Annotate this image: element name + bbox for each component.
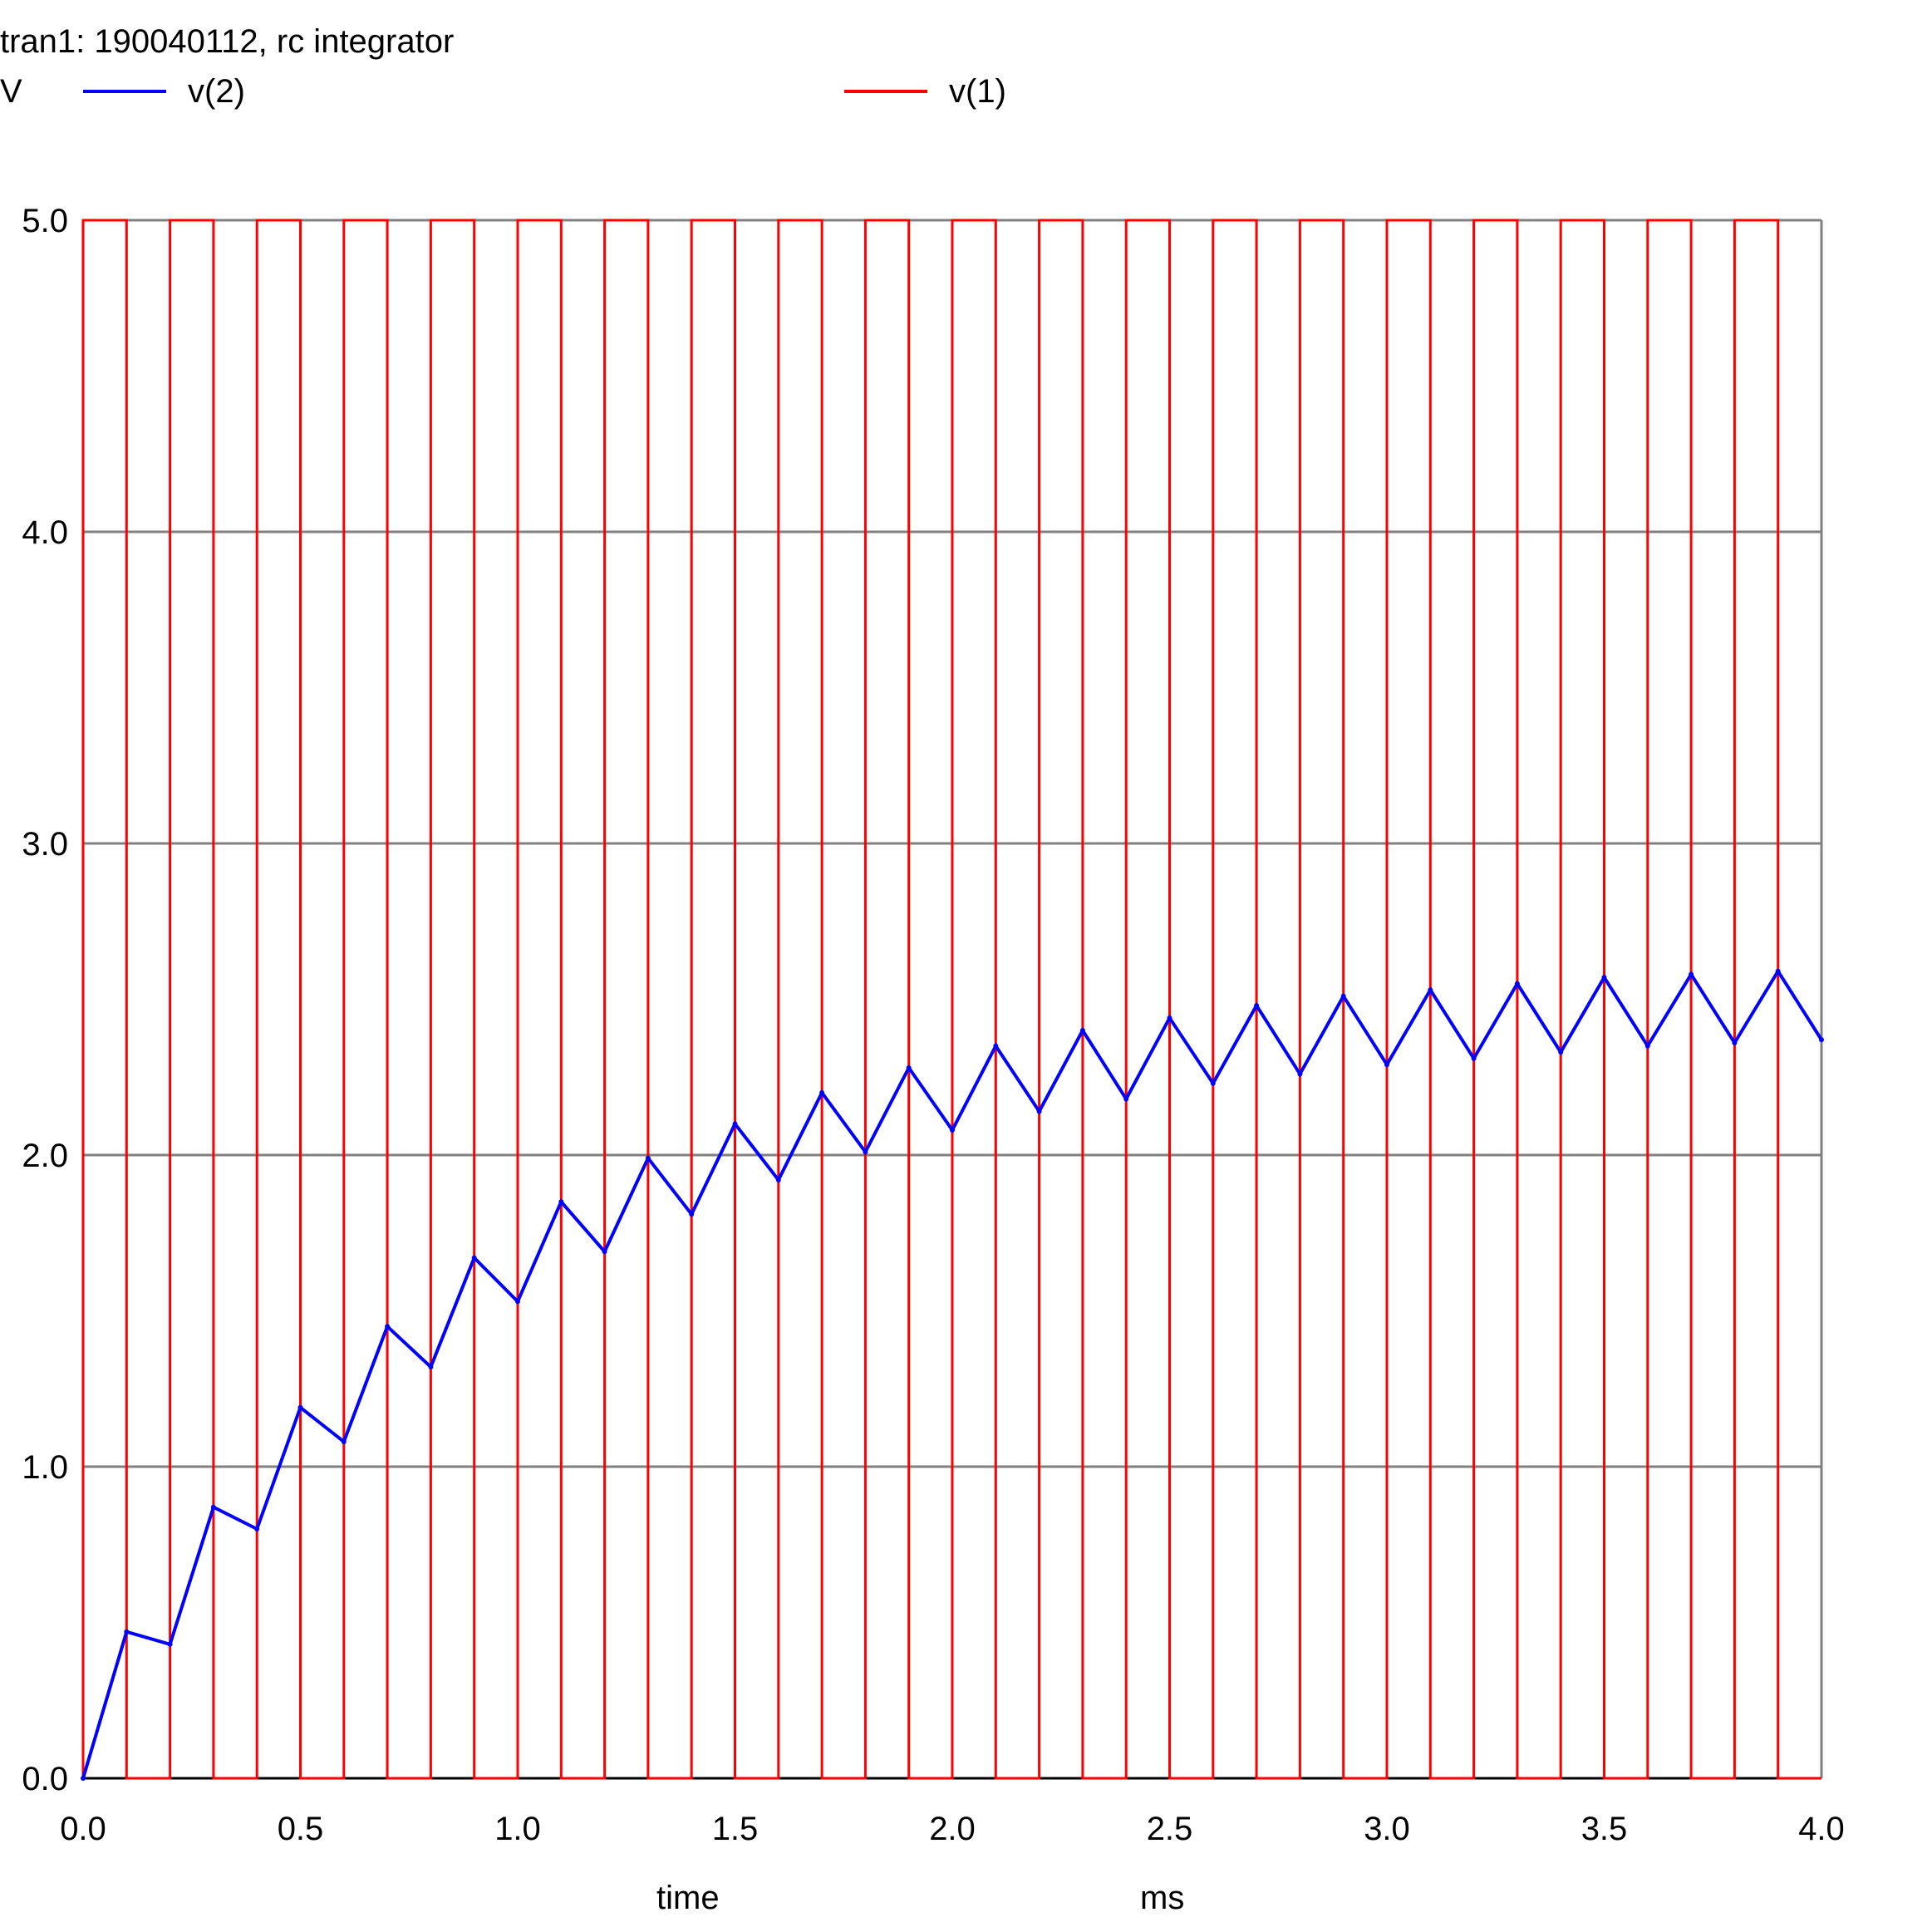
x-tick-label: 0.0: [60, 1811, 106, 1847]
series-v2-point: [1297, 1071, 1303, 1077]
series-v2-point: [1254, 1003, 1260, 1008]
legend-swatch-v1: [844, 90, 927, 93]
x-tick-label: 2.0: [929, 1811, 976, 1847]
series-v2-point: [1384, 1062, 1389, 1068]
series-v2-point: [1210, 1080, 1216, 1086]
series-v2-point: [1644, 1043, 1650, 1049]
legend-label-v2: v(2): [188, 73, 245, 110]
series-v2-point: [993, 1043, 999, 1049]
series-v2-point: [689, 1212, 695, 1217]
series-v2-point: [515, 1299, 520, 1305]
series-v2-point: [1428, 987, 1433, 993]
y-tick-label: 5.0: [22, 203, 68, 239]
chart-title: tran1: 190040112, rc integrator: [0, 23, 455, 60]
series-v2-point: [1514, 981, 1520, 986]
series-v2-point: [645, 1155, 651, 1161]
series-v2-point: [819, 1090, 825, 1095]
x-axis-unit: ms: [1140, 1880, 1185, 1916]
series-v2-point: [428, 1364, 434, 1369]
series-v2-point: [1732, 1040, 1738, 1045]
series-v2-point: [341, 1439, 347, 1444]
series-v2-point: [471, 1255, 477, 1261]
x-tick-label: 1.0: [494, 1811, 541, 1847]
x-tick-label: 2.5: [1147, 1811, 1193, 1847]
series-v1-line: [81, 219, 1821, 1780]
legend-label-v1: v(1): [949, 73, 1006, 110]
series-v2-point: [1036, 1109, 1042, 1114]
series-v2-point: [602, 1249, 607, 1255]
y-tick-label: 4.0: [22, 514, 68, 551]
series-v2-point: [254, 1526, 260, 1531]
series-v2-point: [1123, 1096, 1129, 1102]
series-v2-point: [558, 1199, 564, 1205]
series-v2-point: [1689, 971, 1694, 977]
series-v2-point: [1775, 968, 1781, 974]
series-v2-point: [124, 1629, 130, 1635]
y-tick-label: 2.0: [22, 1138, 68, 1174]
series-v2-point: [210, 1504, 216, 1510]
series-v2-point: [1558, 1050, 1564, 1055]
x-tick-label: 1.5: [712, 1811, 759, 1847]
series-v2-point: [732, 1121, 738, 1127]
series-v2-point: [297, 1404, 303, 1410]
series-v2-point: [1471, 1055, 1477, 1061]
x-tick-label: 3.0: [1364, 1811, 1410, 1847]
series-v2-point: [775, 1177, 781, 1182]
series-v2-point: [1819, 1037, 1824, 1043]
series-v2-point: [950, 1128, 955, 1133]
y-tick-label: 0.0: [22, 1761, 68, 1797]
series-v2-point: [1167, 1015, 1172, 1020]
series-v2-point: [81, 1776, 86, 1781]
legend-swatch-v2: [83, 90, 166, 93]
y-tick-label: 1.0: [22, 1449, 68, 1486]
series-v2-point: [1601, 975, 1607, 981]
series-v2-point: [167, 1641, 173, 1647]
y-tick-label: 3.0: [22, 826, 68, 863]
x-axis-label: time: [656, 1880, 720, 1916]
x-tick-label: 0.5: [278, 1811, 324, 1847]
x-tick-label: 3.5: [1581, 1811, 1628, 1847]
series-v2-point: [385, 1324, 391, 1330]
legend: V v(2) v(1): [0, 73, 1932, 115]
y-unit-label: V: [0, 73, 22, 110]
series-v2-point: [906, 1065, 912, 1070]
x-tick-label: 4.0: [1798, 1811, 1845, 1847]
series-v2-point: [1079, 1028, 1085, 1033]
series-v2-point: [1340, 993, 1346, 999]
series-v2-point: [863, 1149, 868, 1155]
